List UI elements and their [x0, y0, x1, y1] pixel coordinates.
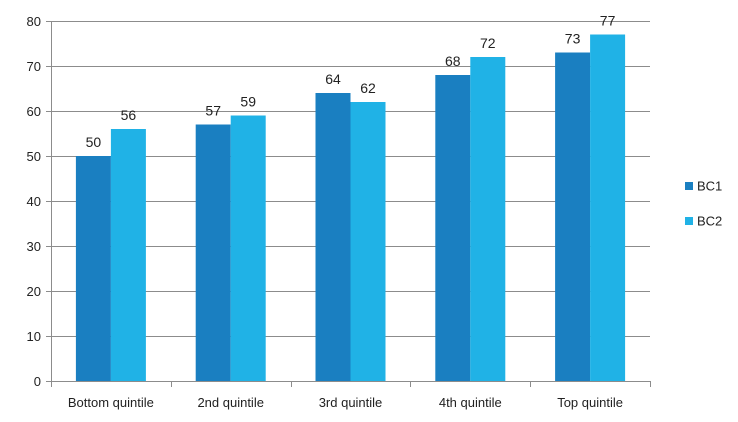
legend-swatch-bc1 [685, 182, 693, 190]
axes: 0 10 20 30 40 50 60 70 80 Bottom quintile 2nd quin… [27, 14, 651, 410]
bars [75, 34, 626, 381]
bar-bc2-3 [470, 57, 506, 381]
data-label: 72 [480, 35, 496, 51]
legend-swatch-bc2 [685, 217, 693, 225]
bar-bc1-1 [195, 124, 231, 381]
bar-bc2-2 [350, 102, 386, 381]
data-label: 57 [205, 103, 221, 119]
bar-bc1-2 [315, 93, 351, 381]
data-label: 50 [86, 134, 102, 150]
y-tick-label: 0 [34, 374, 41, 389]
y-tick-label: 40 [27, 194, 41, 209]
x-category-label: 3rd quintile [319, 395, 383, 410]
y-tick-label: 20 [27, 284, 41, 299]
legend-label-bc2: BC2 [697, 214, 722, 229]
data-label: 64 [325, 71, 341, 87]
legend-label-bc1: BC1 [697, 179, 722, 194]
x-category-label: Bottom quintile [68, 395, 154, 410]
bar-bc1-3 [435, 75, 471, 381]
data-label: 68 [445, 53, 461, 69]
y-tick-label: 60 [27, 104, 41, 119]
legend: BC1 BC2 [685, 179, 722, 229]
data-label: 56 [121, 107, 137, 123]
bar-bc2-0 [110, 129, 146, 381]
x-category-label: Top quintile [557, 395, 623, 410]
bar-bc2-4 [590, 34, 626, 381]
x-category-label: 4th quintile [439, 395, 502, 410]
data-label: 73 [565, 31, 581, 47]
y-tick-label: 50 [27, 149, 41, 164]
data-label: 77 [600, 13, 616, 29]
data-labels: 50 56 57 59 64 62 68 72 73 77 [86, 13, 616, 151]
data-label: 62 [360, 80, 376, 96]
bar-bc2-1 [230, 115, 266, 381]
y-tick-label: 10 [27, 329, 41, 344]
bar-bc1-0 [75, 156, 111, 381]
y-tick-label: 70 [27, 59, 41, 74]
bar-bc1-4 [555, 52, 591, 381]
data-label: 59 [240, 94, 256, 110]
x-category-label: 2nd quintile [197, 395, 264, 410]
y-tick-label: 30 [27, 239, 41, 254]
y-tick-label: 80 [27, 14, 41, 29]
